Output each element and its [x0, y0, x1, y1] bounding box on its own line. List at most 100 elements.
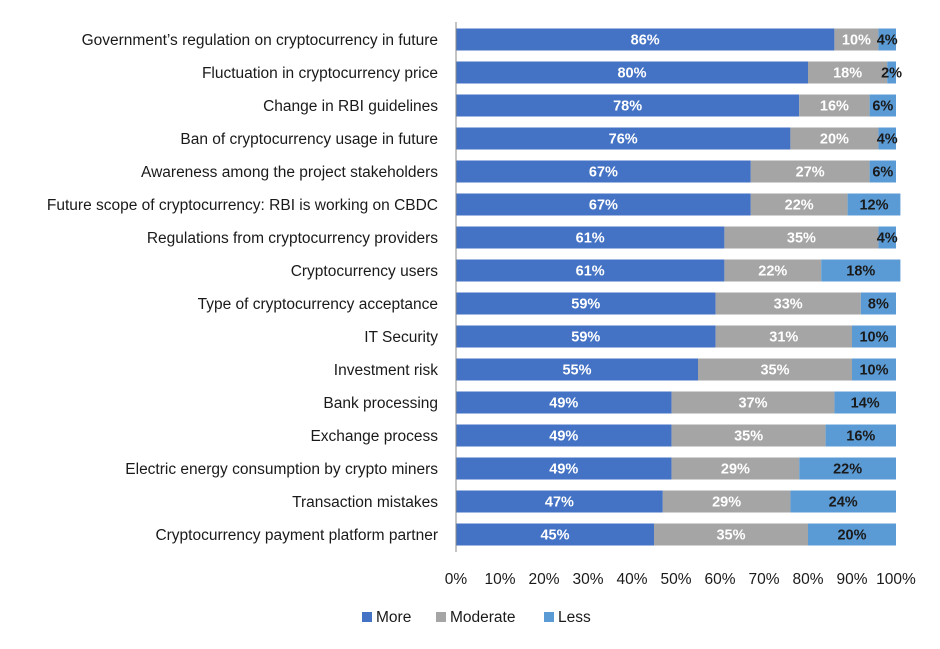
data-label: 16%	[820, 99, 849, 115]
data-label: 49%	[549, 429, 578, 445]
bars-layer: 86% 10% 4% 80% 18% 2% 78% 16% 6% 76% 20% 4% 67% 27% 6%…	[456, 28, 902, 546]
data-label: 20%	[837, 528, 866, 544]
bar-segment-less	[852, 358, 896, 381]
bar-segment-less	[852, 325, 896, 348]
bar-segment-less	[878, 226, 896, 249]
data-label: 6%	[872, 165, 893, 181]
bar-segment-less	[790, 490, 896, 513]
bar-segment-less	[834, 391, 896, 414]
bar-segment-moderate	[724, 259, 822, 282]
data-label: 59%	[571, 297, 600, 313]
bar-segment-more	[456, 94, 800, 117]
bar-segment-more	[456, 61, 808, 84]
data-label: 49%	[549, 396, 578, 412]
bar-segment-less	[878, 127, 896, 150]
category-label: Government’s regulation on cryptocurrenc…	[82, 32, 438, 49]
bar-segment-less	[860, 292, 896, 315]
data-label: 86%	[631, 33, 660, 49]
category-label: Bank processing	[323, 395, 438, 412]
data-label: 10%	[859, 363, 888, 379]
bar-segment-less	[847, 193, 901, 216]
bar-segment-more	[456, 457, 672, 480]
legend-label-more: More	[376, 609, 411, 626]
data-label: 45%	[540, 528, 569, 544]
category-labels: Government’s regulation on cryptocurrenc…	[47, 32, 438, 544]
x-tick-label: 20%	[528, 571, 559, 588]
bar-segment-more	[456, 127, 791, 150]
bar-segment-less	[821, 259, 901, 282]
legend-label-less: Less	[558, 609, 591, 626]
bar-segment-less	[869, 94, 896, 117]
data-label: 35%	[734, 429, 763, 445]
data-label: 8%	[868, 297, 889, 313]
bar-segment-moderate	[724, 226, 879, 249]
data-label: 6%	[872, 99, 893, 115]
category-label: Electric energy consumption by crypto mi…	[125, 461, 438, 478]
bar-segment-less	[808, 523, 896, 546]
bar-segment-more	[456, 325, 716, 348]
bar-segment-moderate	[671, 457, 800, 480]
category-label: Cryptocurrency payment platform partner	[155, 527, 438, 544]
data-label: 37%	[738, 396, 767, 412]
legend-swatch-more	[362, 612, 372, 622]
bar-segment-moderate	[790, 127, 879, 150]
data-label: 4%	[877, 231, 898, 247]
x-tick-label: 100%	[876, 571, 916, 588]
category-label: Transaction mistakes	[292, 494, 438, 511]
data-label: 47%	[545, 495, 574, 511]
bar-segment-more	[456, 358, 698, 381]
data-label: 61%	[576, 231, 605, 247]
bar-segment-more	[456, 259, 725, 282]
bar-segment-more	[456, 490, 663, 513]
bar-segment-moderate	[671, 424, 826, 447]
x-tick-label: 10%	[484, 571, 515, 588]
data-label: 2%	[881, 66, 902, 82]
legend: More Moderate Less	[362, 609, 591, 626]
data-label: 67%	[589, 198, 618, 214]
data-label: 22%	[833, 462, 862, 478]
data-label: 10%	[842, 33, 871, 49]
data-label: 20%	[820, 132, 849, 148]
x-tick-label: 0%	[445, 571, 468, 588]
x-tick-label: 70%	[748, 571, 779, 588]
x-tick-label: 80%	[792, 571, 823, 588]
bar-segment-more	[456, 226, 725, 249]
category-label: Cryptocurrency users	[291, 263, 439, 280]
bar-segment-moderate	[654, 523, 808, 546]
bar-segment-moderate	[715, 325, 852, 348]
data-label: 59%	[571, 330, 600, 346]
x-tick-label: 40%	[616, 571, 647, 588]
bar-segment-moderate	[834, 28, 879, 51]
bar-segment-less	[825, 424, 896, 447]
bar-segment-moderate	[715, 292, 861, 315]
bar-segment-more	[456, 424, 672, 447]
category-label: Awareness among the project stakeholders	[141, 164, 438, 181]
data-label: 29%	[712, 495, 741, 511]
bar-segment-moderate	[799, 94, 870, 117]
data-label: 35%	[760, 363, 789, 379]
data-label: 18%	[846, 264, 875, 280]
legend-label-moderate: Moderate	[450, 609, 515, 626]
data-label: 49%	[549, 462, 578, 478]
bar-segment-more	[456, 391, 672, 414]
bar-segment-more	[456, 292, 716, 315]
category-label: Investment risk	[334, 362, 438, 379]
category-label: Change in RBI guidelines	[263, 98, 438, 115]
bar-segment-moderate	[808, 61, 888, 84]
category-label: IT Security	[364, 329, 438, 346]
data-label: 80%	[617, 66, 646, 82]
bar-segment-less	[869, 160, 896, 183]
bar-segment-less	[887, 61, 896, 84]
x-tick-label: 30%	[572, 571, 603, 588]
category-label: Regulations from cryptocurrency provider…	[147, 230, 438, 247]
data-label: 35%	[716, 528, 745, 544]
category-label: Exchange process	[310, 428, 438, 445]
bar-segment-less	[799, 457, 896, 480]
data-label: 18%	[833, 66, 862, 82]
x-tick-label: 90%	[836, 571, 867, 588]
bar-segment-less	[878, 28, 896, 51]
category-label: Type of cryptocurrency acceptance	[198, 296, 438, 313]
data-label: 67%	[589, 165, 618, 181]
data-label: 10%	[859, 330, 888, 346]
data-label: 16%	[846, 429, 875, 445]
